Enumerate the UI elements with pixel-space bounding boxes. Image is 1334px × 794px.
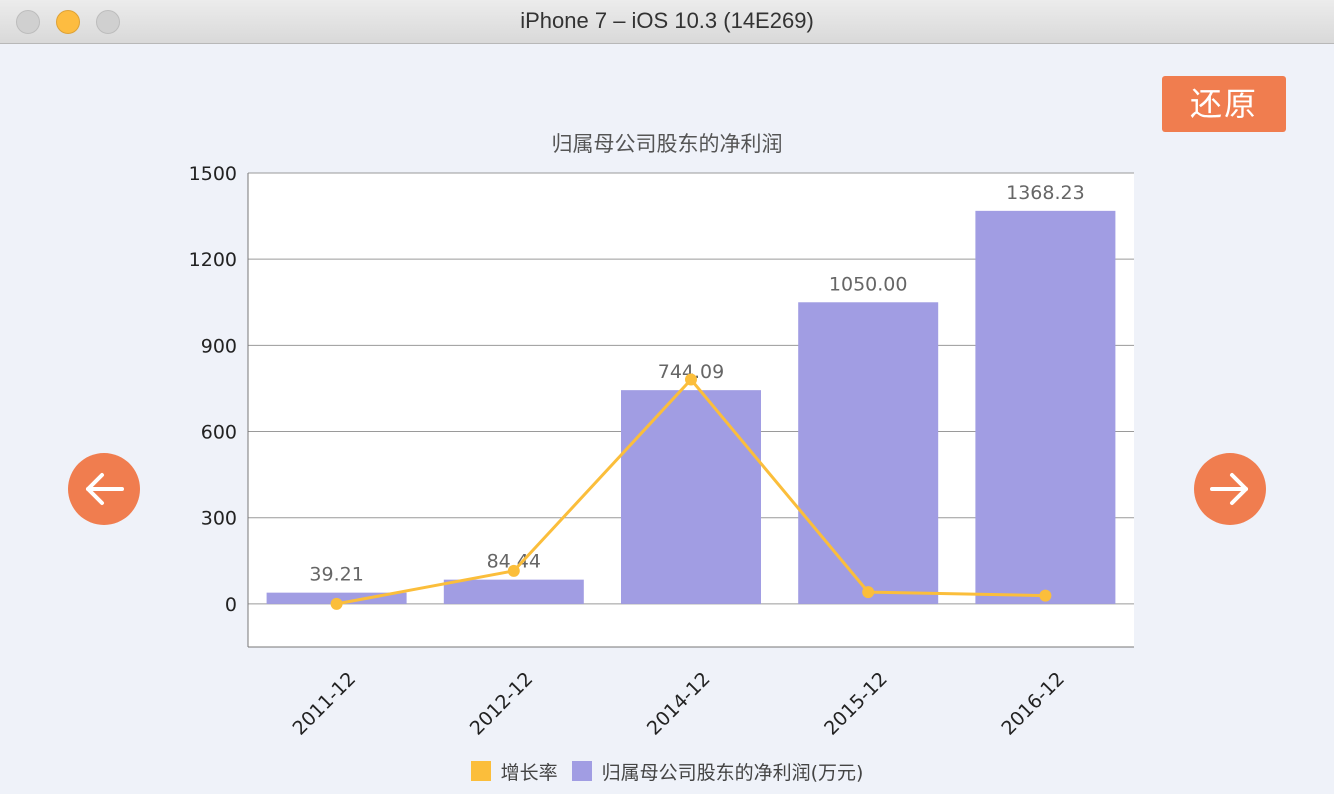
x-tick-label: 2015-12 xyxy=(820,668,892,740)
legend-swatch-profit xyxy=(571,761,592,781)
y-tick-label: 0 xyxy=(225,594,237,616)
window-titlebar: iPhone 7 – iOS 10.3 (14E269) xyxy=(0,0,1334,44)
bar[interactable] xyxy=(621,390,761,604)
arrow-left-icon xyxy=(86,473,124,505)
arrow-right-icon xyxy=(1210,473,1248,505)
bar-value-label: 1050.00 xyxy=(829,273,908,295)
y-tick-label: 1200 xyxy=(189,249,237,271)
legend-item-profit[interactable]: 归属母公司股东的净利润(万元) xyxy=(571,758,864,785)
x-tick-label: 2012-12 xyxy=(466,668,538,740)
restore-button[interactable]: 还原 xyxy=(1162,76,1286,132)
y-tick-label: 900 xyxy=(201,335,237,357)
chart-legend: 增长率 归属母公司股东的净利润(万元) xyxy=(0,758,1334,784)
bar[interactable] xyxy=(443,579,584,604)
next-button[interactable] xyxy=(1194,453,1266,525)
chart-title: 归属母公司股东的净利润 xyxy=(551,132,783,156)
growth-point[interactable] xyxy=(685,373,697,386)
bar[interactable] xyxy=(975,210,1116,604)
growth-point[interactable] xyxy=(862,586,875,599)
legend-label-profit: 归属母公司股东的净利润(万元) xyxy=(601,761,864,784)
bar-value-label: 744.09 xyxy=(658,361,724,383)
bar-value-label: 39.21 xyxy=(309,564,363,586)
legend-label-growth: 增长率 xyxy=(500,761,558,784)
bar-value-label: 1368.23 xyxy=(1006,182,1085,204)
growth-point[interactable] xyxy=(1039,589,1052,602)
window-title: iPhone 7 – iOS 10.3 (14E269) xyxy=(520,8,814,33)
x-tick-label: 2014-12 xyxy=(643,668,715,740)
minimize-window-button[interactable] xyxy=(56,10,80,34)
zoom-window-button[interactable] xyxy=(96,10,120,34)
y-tick-label: 300 xyxy=(201,508,237,530)
bar[interactable] xyxy=(798,302,939,604)
legend-swatch-growth xyxy=(470,761,491,781)
previous-button[interactable] xyxy=(68,453,140,525)
legend-item-growth[interactable]: 增长率 xyxy=(470,758,558,785)
y-tick-label: 1500 xyxy=(189,163,237,185)
y-tick-label: 600 xyxy=(201,422,237,444)
close-window-button[interactable] xyxy=(16,10,40,34)
x-tick-label: 2011-12 xyxy=(289,668,361,740)
growth-point[interactable] xyxy=(507,564,520,577)
x-tick-label: 2016-12 xyxy=(997,668,1069,740)
growth-point[interactable] xyxy=(330,597,343,610)
